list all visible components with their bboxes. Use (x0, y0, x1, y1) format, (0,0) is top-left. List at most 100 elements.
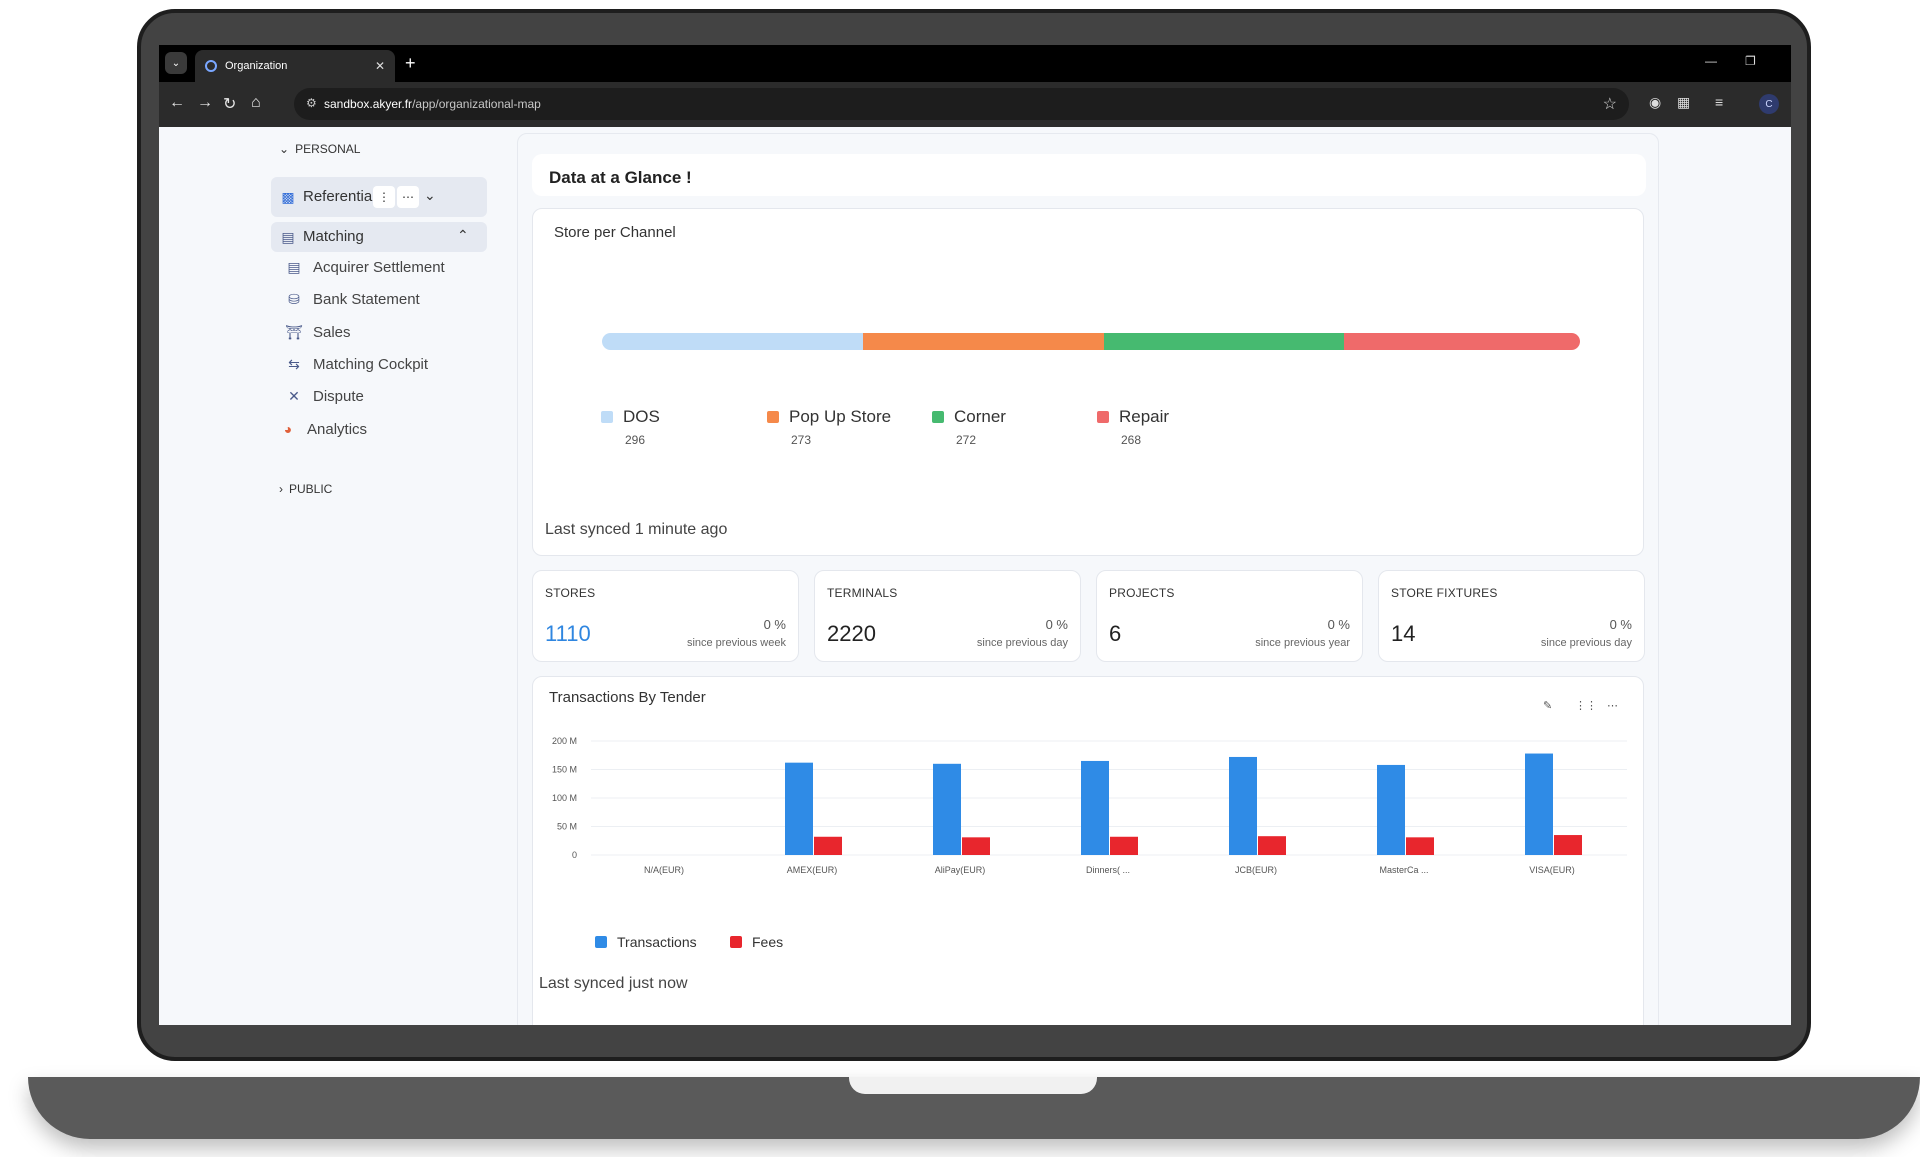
checklist-icon: ▤ (281, 228, 295, 245)
back-icon[interactable]: ← (169, 94, 185, 111)
sidebar-item-dispute[interactable]: ✕ Dispute (285, 387, 364, 405)
bar-transactions (1525, 753, 1553, 855)
sidebar-item-sales[interactable]: ⛩ Sales (285, 323, 351, 341)
legend-swatch (932, 411, 944, 423)
x-tick-label: Dinners( ... (1086, 865, 1130, 875)
edit-pencil-icon[interactable]: ✎ (1543, 700, 1553, 712)
address-bar[interactable]: ⚙ sandbox.akyer.fr/app/organizational-ma… (294, 88, 1629, 120)
card-title: Store per Channel (554, 224, 676, 241)
sidebar-item-analytics[interactable]: ◕ Analytics (279, 420, 367, 438)
y-tick-label: 0 (572, 850, 577, 860)
sidebar-item-referential[interactable]: ▩ Referential ⋮ ⋯ ⌄ (271, 177, 487, 217)
forward-icon[interactable]: → (197, 94, 213, 111)
sidebar-item-label: Bank Statement (313, 290, 420, 308)
glance-header: Data at a Glance ! (532, 154, 1646, 196)
x-tick-label: AliPay(EUR) (935, 865, 986, 875)
referential-label: Referential (303, 188, 376, 205)
matching-label: Matching (303, 228, 364, 245)
sidebar-item-label: Acquirer Settlement (313, 258, 445, 276)
stat-card-terminals: TERMINALS 2220 0 % since previous day (814, 570, 1081, 662)
close-tab-icon[interactable]: ✕ (374, 59, 385, 73)
site-favicon-icon (205, 60, 217, 72)
stat-percent: 0 % (763, 617, 786, 632)
channel-segment-repair[interactable] (1343, 333, 1580, 350)
channel-segment-corner[interactable] (1103, 333, 1344, 350)
sidebar-item-bank-statement[interactable]: ⛁ Bank Statement (285, 290, 420, 308)
sidebar-item-label: Matching Cockpit (313, 355, 429, 373)
channel-stacked-bar (602, 333, 1580, 350)
legend-swatch (767, 411, 779, 423)
sidebar-item-label: Sales (313, 323, 351, 341)
section-personal-label: PERSONAL (295, 142, 361, 156)
legend-item-pop-up-store[interactable]: Pop Up Store 273 (767, 407, 891, 447)
sidebar-item-matching-cockpit[interactable]: ⇆ Matching Cockpit (285, 355, 428, 373)
restore-icon[interactable]: ❐ (1745, 54, 1756, 68)
legend-label: Repair (1119, 407, 1170, 426)
sidebar-item-matching[interactable]: ▤ Matching ⌃ (271, 222, 487, 252)
extension-icon[interactable]: ◉ (1649, 94, 1662, 110)
legend-item-dos[interactable]: DOS 296 (601, 407, 660, 447)
stat-value[interactable]: 1110 (545, 621, 591, 646)
legend-swatch (601, 411, 613, 423)
legend-item-transactions[interactable]: Transactions (595, 933, 697, 951)
legend-label: Transactions (617, 933, 697, 950)
drag-handle-icon[interactable]: ⋮ (373, 186, 395, 208)
extensions-puzzle-icon[interactable]: ▦ (1677, 94, 1691, 110)
sidebar-item-acquirer-settlement[interactable]: ▤ Acquirer Settlement (285, 258, 445, 276)
bar-fees (1406, 837, 1434, 855)
stat-since: since previous day (976, 637, 1068, 649)
section-public[interactable]: › PUBLIC (279, 482, 332, 496)
transactions-bar-chart: 0 50 M 100 M 150 M 200 M N/A(EUR) AMEX(EUR) Ali… (552, 736, 1627, 875)
x-tick-label: JCB(EUR) (1235, 865, 1277, 875)
stat-percent: 0 % (1609, 617, 1632, 632)
sidebar: ⌄ PERSONAL ▩ Referential ⋮ ⋯ ⌄ ▤ Matchin… (159, 127, 515, 1025)
stat-card-stores: STORES 1110 0 % since previous week (532, 570, 799, 662)
section-personal[interactable]: ⌄ PERSONAL (279, 142, 360, 156)
x-icon: ✕ (288, 387, 300, 404)
profile-avatar[interactable]: C (1759, 94, 1779, 114)
bar-fees (1258, 836, 1286, 855)
database-icon: ⛁ (288, 290, 300, 307)
building-icon: ▩ (281, 188, 295, 205)
minimize-icon[interactable]: — (1705, 54, 1717, 68)
chevron-down-icon[interactable]: ⌄ (424, 187, 436, 203)
x-tick-label: AMEX(EUR) (787, 865, 838, 875)
more-options-icon[interactable]: ⋯ (1607, 700, 1618, 712)
stat-card-projects: PROJECTS 6 0 % since previous year (1096, 570, 1363, 662)
reading-list-icon[interactable]: ≡ (1715, 94, 1724, 110)
channel-segment-pop-up-store[interactable] (863, 333, 1104, 350)
legend-label: DOS (623, 407, 660, 426)
tab-search-button[interactable]: ⌄ (165, 52, 187, 74)
legend-count: 272 (956, 433, 977, 447)
bar-transactions (933, 763, 961, 855)
page-title: Data at a Glance ! (549, 168, 692, 187)
y-tick-label: 150 M (552, 765, 577, 775)
new-tab-icon[interactable]: + (405, 53, 416, 73)
browser-tab-bar: ⌄ Organization ✕ + — ❐ (159, 45, 1791, 82)
last-synced-text: Last synced just now (539, 975, 688, 992)
legend-swatch (1097, 411, 1109, 423)
y-tick-label: 100 M (552, 793, 577, 803)
channel-segment-dos[interactable] (602, 333, 864, 350)
legend-item-repair[interactable]: Repair 268 (1097, 407, 1169, 447)
bookmark-star-icon[interactable]: ☆ (1602, 96, 1617, 113)
legend-item-fees[interactable]: Fees (730, 933, 783, 951)
main-content: Data at a Glance ! Store per Channel DOS… (517, 133, 1659, 1025)
reload-icon[interactable]: ↻ (223, 96, 237, 113)
stat-since: since previous day (1540, 637, 1632, 649)
browser-tab[interactable]: Organization ✕ (195, 50, 395, 82)
legend-item-corner[interactable]: Corner 272 (932, 407, 1006, 447)
bar-fees (962, 837, 990, 855)
chevron-down-icon: ⌄ (279, 142, 290, 156)
app-root: ⌄ PERSONAL ▩ Referential ⋮ ⋯ ⌄ ▤ Matchin… (159, 127, 1791, 1025)
drag-handle-icon[interactable]: ⋮⋮ (1575, 700, 1597, 712)
last-synced-text: Last synced 1 minute ago (545, 521, 728, 538)
stat-title: STORE FIXTURES (1391, 586, 1498, 600)
chevron-up-icon[interactable]: ⌃ (457, 227, 469, 243)
home-icon[interactable]: ⌂ (251, 94, 261, 111)
store-icon: ⛩ (285, 323, 303, 340)
legend-label: Pop Up Store (789, 407, 892, 426)
more-options-icon[interactable]: ⋯ (397, 186, 419, 208)
site-info-icon[interactable]: ⚙ (306, 96, 317, 110)
bar-transactions (1081, 760, 1109, 855)
